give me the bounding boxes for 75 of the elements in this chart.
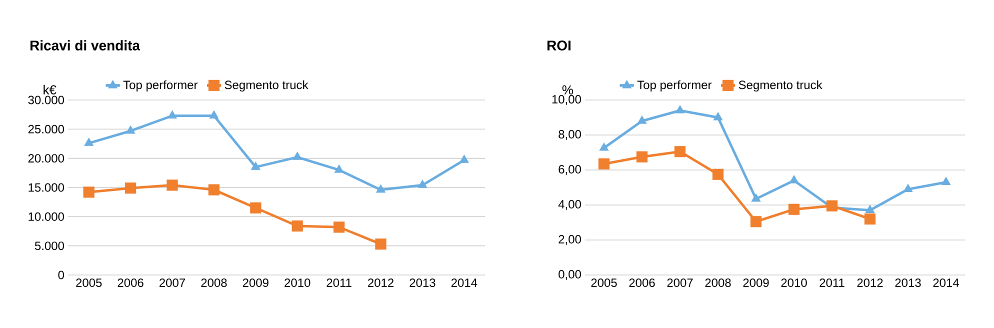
point: [292, 152, 302, 160]
point: [865, 204, 875, 214]
x-tick-label: 2009: [743, 278, 769, 288]
point: [713, 112, 723, 120]
y-tick-label: 15.000: [28, 183, 64, 192]
x-tick-label: 2013: [410, 278, 436, 288]
x-tick-label: 2006: [629, 278, 655, 288]
chart-title: Ricavi di vendita: [30, 40, 140, 50]
point: [418, 180, 428, 188]
point: [83, 186, 94, 198]
point: [250, 162, 260, 170]
x-tick-label: 2012: [368, 278, 394, 288]
chart-title: ROI: [547, 40, 570, 50]
y-tick-label: 4,00: [558, 200, 582, 210]
y-tick-label: 30.000: [28, 96, 64, 104]
x-tick-label: 2011: [820, 278, 844, 288]
y-tick-label: 0,00: [558, 270, 582, 280]
y-tick-label: 6,00: [558, 165, 582, 175]
point: [637, 115, 647, 124]
x-tick-label: 2008: [705, 278, 731, 288]
x-tick-label: 2012: [857, 278, 883, 288]
x-tick-label: 2005: [591, 278, 617, 288]
x-tick-label: 2013: [895, 278, 921, 288]
point: [903, 184, 913, 192]
point: [675, 104, 685, 114]
x-tick-label: 2009: [242, 278, 268, 288]
legend-label: Segmento truck: [738, 80, 822, 92]
x-tick-label: 2005: [76, 278, 102, 288]
x-tick-label: 2007: [667, 278, 693, 288]
point: [334, 164, 344, 173]
y-axis-title: k€: [44, 84, 56, 94]
x-tick-label: 2014: [933, 278, 959, 288]
x-tick-label: 2010: [284, 278, 310, 288]
point: [789, 174, 799, 184]
y-tick-label: 5.000: [34, 242, 64, 250]
point: [208, 184, 220, 196]
legend-label: Top performer: [123, 80, 198, 92]
y-tick-label: 25.000: [28, 124, 64, 134]
point: [864, 213, 876, 225]
point: [292, 220, 303, 232]
y-axis-title: %: [562, 85, 574, 94]
point: [126, 125, 136, 134]
point: [674, 146, 686, 158]
point: [84, 138, 94, 146]
point: [125, 182, 136, 194]
y-tick-label: 0: [58, 270, 64, 280]
x-tick-label: 2011: [326, 278, 352, 288]
point: [599, 142, 609, 151]
point: [712, 168, 724, 180]
legend-label: Segmento truck: [224, 80, 308, 92]
point: [209, 110, 219, 119]
point: [250, 202, 262, 214]
point: [459, 154, 469, 163]
y-tick-label: 10,00: [552, 95, 582, 105]
point: [375, 238, 386, 250]
point: [751, 193, 761, 202]
point: [167, 110, 178, 119]
y-tick-label: 10.000: [28, 212, 64, 221]
point: [166, 180, 178, 191]
point: [750, 216, 762, 228]
point: [334, 222, 345, 233]
point: [636, 151, 648, 162]
x-tick-label: 2014: [451, 278, 478, 288]
legend-label: Top performer: [637, 80, 712, 92]
point: [788, 204, 800, 215]
x-tick-label: 2006: [118, 278, 144, 288]
point: [376, 184, 386, 193]
y-tick-label: 2,00: [558, 235, 582, 245]
y-tick-label: 8,00: [558, 130, 582, 140]
point: [598, 158, 610, 170]
y-tick-label: 20.000: [28, 154, 64, 163]
x-tick-label: 2007: [160, 278, 185, 288]
x-tick-label: 2010: [781, 278, 807, 288]
point: [941, 176, 951, 186]
x-tick-label: 2008: [201, 278, 227, 288]
